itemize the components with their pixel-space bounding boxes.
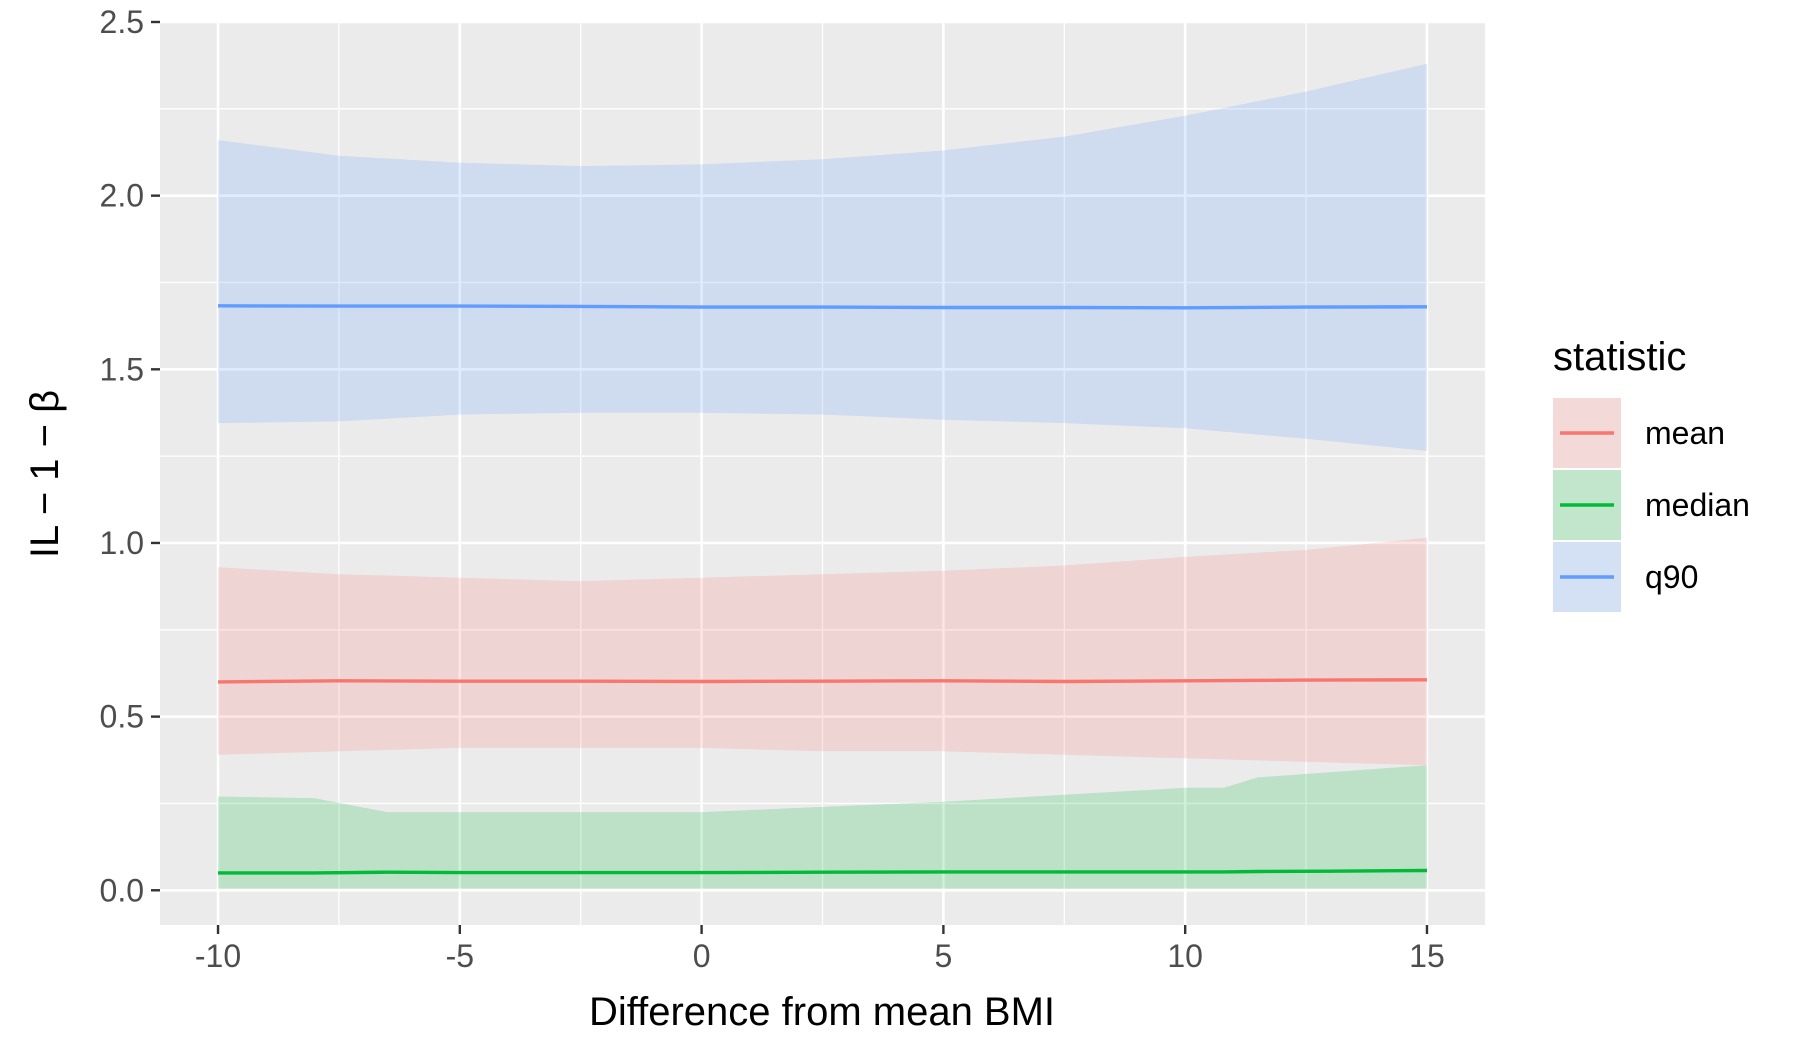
y-axis: 0.0 0.5 1.0 1.5 2.0 2.5 bbox=[100, 4, 160, 908]
x-tick-label: 15 bbox=[1409, 938, 1445, 974]
legend-title: statistic bbox=[1553, 335, 1686, 379]
y-tick-label: 0.0 bbox=[100, 872, 144, 908]
x-tick-label: 10 bbox=[1167, 938, 1203, 974]
ribbon-mean bbox=[218, 537, 1427, 766]
x-tick-label: -10 bbox=[195, 938, 241, 974]
x-axis-title: Difference from mean BMI bbox=[589, 990, 1055, 1034]
line-mean bbox=[217, 678, 1428, 684]
ribbon-median bbox=[218, 765, 1427, 889]
x-tick-label: 0 bbox=[693, 938, 711, 974]
legend-label-mean: mean bbox=[1645, 415, 1725, 451]
x-tick-label: 5 bbox=[934, 938, 952, 974]
line-q90 bbox=[217, 304, 1428, 310]
ribbons bbox=[218, 63, 1427, 889]
line-median bbox=[218, 868, 1428, 875]
x-tick-label: -5 bbox=[446, 938, 474, 974]
x-axis: -10 -5 0 5 10 15 bbox=[195, 925, 1445, 974]
y-tick-label: 2.0 bbox=[100, 178, 144, 214]
y-tick-label: 2.5 bbox=[100, 4, 144, 40]
legend-label-q90: q90 bbox=[1645, 559, 1698, 595]
ribbon-q90 bbox=[218, 63, 1427, 451]
y-tick-label: 0.5 bbox=[100, 699, 144, 735]
y-axis-title: IL − 1 − β bbox=[23, 390, 67, 558]
y-tick-label: 1.5 bbox=[100, 351, 144, 387]
grid-major bbox=[160, 20, 1485, 925]
lines bbox=[217, 304, 1428, 875]
legend-label-median: median bbox=[1645, 487, 1750, 523]
y-tick-label: 1.0 bbox=[100, 525, 144, 561]
legend: statistic mean median q90 bbox=[1553, 335, 1750, 612]
grid-minor bbox=[160, 22, 1485, 925]
